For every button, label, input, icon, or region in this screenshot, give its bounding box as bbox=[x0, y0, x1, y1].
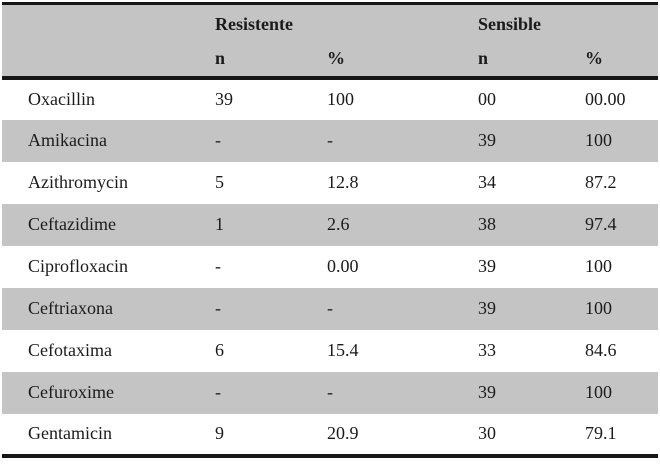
antibiotic-susceptibility-table: Resistente Sensible n % n % Oxacillin 39… bbox=[2, 2, 659, 458]
sensible-pct-cell: 97.4 bbox=[585, 203, 659, 246]
drug-name-cell: Ceftriaxona bbox=[2, 287, 215, 330]
sensible-pct-cell: 100 bbox=[585, 371, 659, 414]
sensible-n-cell: 39 bbox=[478, 371, 586, 414]
table-row: Amikacina - - 39 100 bbox=[2, 119, 659, 162]
resistente-n-cell: - bbox=[215, 287, 327, 330]
header-sub-row: n % n % bbox=[2, 40, 659, 80]
table-row: Ceftazidime 1 2.6 38 97.4 bbox=[2, 203, 659, 246]
subheader-resistente-n: n bbox=[215, 40, 327, 80]
drug-name-cell: Azithromycin bbox=[2, 161, 215, 204]
drug-name-cell: Oxacillin bbox=[2, 77, 215, 120]
table-header: Resistente Sensible n % n % bbox=[2, 3, 659, 80]
sensible-pct-cell: 00.00 bbox=[585, 77, 659, 120]
sensible-n-cell: 00 bbox=[478, 77, 586, 120]
drug-name-cell: Ceftazidime bbox=[2, 203, 215, 246]
header-resistente: Resistente bbox=[215, 3, 479, 41]
table-row: Cefotaxima 6 15.4 33 84.6 bbox=[2, 329, 659, 372]
sensible-n-cell: 39 bbox=[478, 119, 586, 162]
sensible-n-cell: 33 bbox=[478, 329, 586, 372]
resistente-n-cell: 6 bbox=[215, 329, 327, 372]
sensible-n-cell: 39 bbox=[478, 245, 586, 288]
sensible-pct-cell: 100 bbox=[585, 119, 659, 162]
resistente-n-cell: 9 bbox=[215, 413, 327, 456]
sensible-n-cell: 38 bbox=[478, 203, 586, 246]
header-group-row: Resistente Sensible bbox=[2, 3, 659, 41]
resistente-pct-cell: 20.9 bbox=[327, 413, 479, 456]
subheader-sensible-n: n bbox=[478, 40, 586, 80]
table-row: Azithromycin 5 12.8 34 87.2 bbox=[2, 161, 659, 204]
drug-name-cell: Cefotaxima bbox=[2, 329, 215, 372]
sensible-pct-cell: 100 bbox=[585, 287, 659, 330]
resistente-pct-cell: 15.4 bbox=[327, 329, 479, 372]
resistente-pct-cell: 2.6 bbox=[327, 203, 479, 246]
table-row: Gentamicin 9 20.9 30 79.1 bbox=[2, 413, 659, 456]
resistente-n-cell: - bbox=[215, 119, 327, 162]
resistente-n-cell: - bbox=[215, 371, 327, 414]
resistente-pct-cell: 100 bbox=[327, 77, 479, 120]
resistente-pct-cell: - bbox=[327, 287, 479, 330]
table-row: Ciprofloxacin - 0.00 39 100 bbox=[2, 245, 659, 288]
drug-name-cell: Gentamicin bbox=[2, 413, 215, 456]
resistente-n-cell: 1 bbox=[215, 203, 327, 246]
sensible-n-cell: 30 bbox=[478, 413, 586, 456]
resistente-pct-cell: 0.00 bbox=[327, 245, 479, 288]
drug-name-cell: Cefuroxime bbox=[2, 371, 215, 414]
drug-name-cell: Ciprofloxacin bbox=[2, 245, 215, 288]
sensible-pct-cell: 100 bbox=[585, 245, 659, 288]
table-row: Oxacillin 39 100 00 00.00 bbox=[2, 77, 659, 120]
resistente-pct-cell: 12.8 bbox=[327, 161, 479, 204]
subheader-resistente-pct: % bbox=[327, 40, 479, 80]
sensible-pct-cell: 84.6 bbox=[585, 329, 659, 372]
table-body: Oxacillin 39 100 00 00.00 Amikacina - - … bbox=[2, 77, 659, 456]
resistente-pct-cell: - bbox=[327, 371, 479, 414]
table-row: Cefuroxime - - 39 100 bbox=[2, 371, 659, 414]
resistente-n-cell: - bbox=[215, 245, 327, 288]
sensible-n-cell: 34 bbox=[478, 161, 586, 204]
header-blank-cell bbox=[2, 3, 215, 41]
resistente-pct-cell: - bbox=[327, 119, 479, 162]
sensible-pct-cell: 87.2 bbox=[585, 161, 659, 204]
sensible-n-cell: 39 bbox=[478, 287, 586, 330]
table-row: Ceftriaxona - - 39 100 bbox=[2, 287, 659, 330]
header-sensible: Sensible bbox=[478, 3, 659, 41]
sensible-pct-cell: 79.1 bbox=[585, 413, 659, 456]
drug-name-cell: Amikacina bbox=[2, 119, 215, 162]
subheader-sensible-pct: % bbox=[585, 40, 659, 80]
resistente-n-cell: 39 bbox=[215, 77, 327, 120]
resistente-n-cell: 5 bbox=[215, 161, 327, 204]
subheader-blank-cell bbox=[2, 40, 215, 80]
